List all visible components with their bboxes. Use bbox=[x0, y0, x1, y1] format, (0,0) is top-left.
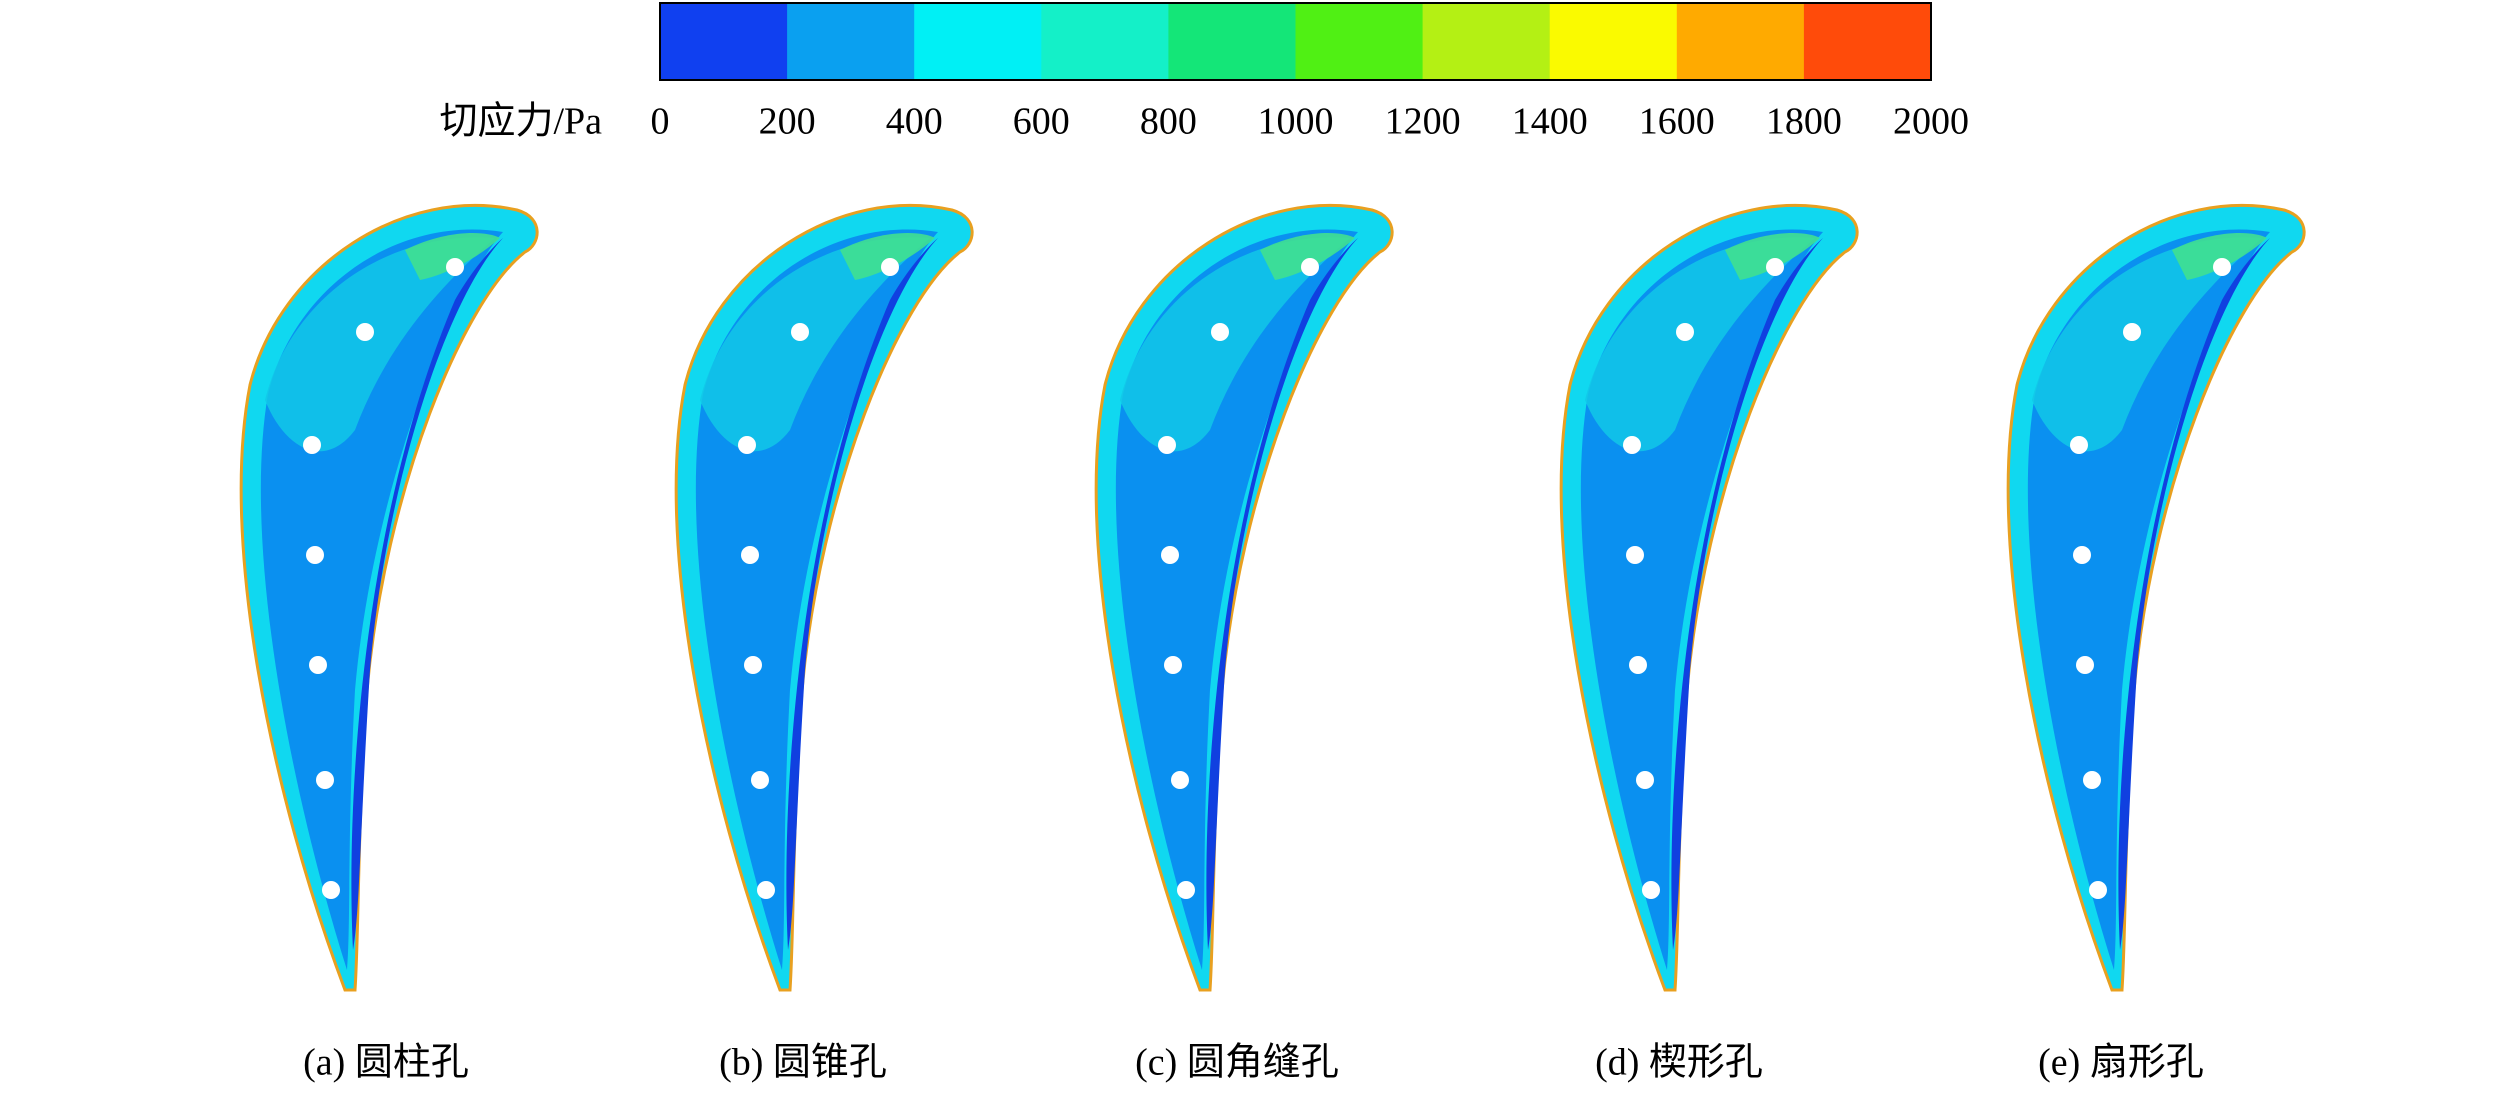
colorbar-label: 切应力/Pa bbox=[439, 101, 602, 143]
colorbar-segment bbox=[1168, 3, 1296, 80]
colorbar-segment bbox=[1041, 3, 1169, 80]
colorbar-tick-label: 1400 bbox=[1512, 101, 1588, 143]
colorbar-tick-label: 1600 bbox=[1639, 101, 1715, 143]
blade-contour bbox=[1094, 203, 1394, 992]
panel-caption: (c) 圆角缝孔 bbox=[1135, 1042, 1339, 1084]
colorbar-segment bbox=[914, 3, 1042, 80]
colorbar-segment bbox=[1295, 3, 1424, 80]
colorbar-segment bbox=[1422, 3, 1551, 80]
panel-caption: (d) 楔形孔 bbox=[1595, 1042, 1763, 1084]
panel-caption: (e) 扇形孔 bbox=[2038, 1042, 2204, 1084]
colorbar-segment bbox=[660, 3, 788, 80]
colorbar-tick-label: 600 bbox=[1013, 101, 1070, 143]
colorbar-tick-label: 200 bbox=[759, 101, 816, 143]
colorbar-frame bbox=[659, 2, 1932, 81]
colorbar-tick-label: 1000 bbox=[1258, 101, 1334, 143]
colorbar-tick-label: 1800 bbox=[1766, 101, 1842, 143]
panel-caption: (b) 圆锥孔 bbox=[719, 1042, 887, 1084]
panel-caption: (a) 圆柱孔 bbox=[303, 1042, 469, 1084]
blade-contour bbox=[674, 203, 974, 992]
colorbar-tick-label: 800 bbox=[1140, 101, 1197, 143]
colorbar-tick-label: 0 bbox=[651, 101, 670, 143]
blade-contour bbox=[239, 203, 539, 992]
colorbar-tick-label: 1200 bbox=[1385, 101, 1461, 143]
blade-contour bbox=[1559, 203, 1859, 992]
colorbar-tick-label: 400 bbox=[886, 101, 943, 143]
colorbar-segment bbox=[1803, 3, 1932, 80]
colorbar-tick-label: 2000 bbox=[1893, 101, 1969, 143]
colorbar-segment bbox=[787, 3, 915, 80]
colorbar-segment bbox=[1549, 3, 1678, 80]
blade-contour bbox=[2006, 203, 2306, 992]
colorbar-segment bbox=[1676, 3, 1805, 80]
